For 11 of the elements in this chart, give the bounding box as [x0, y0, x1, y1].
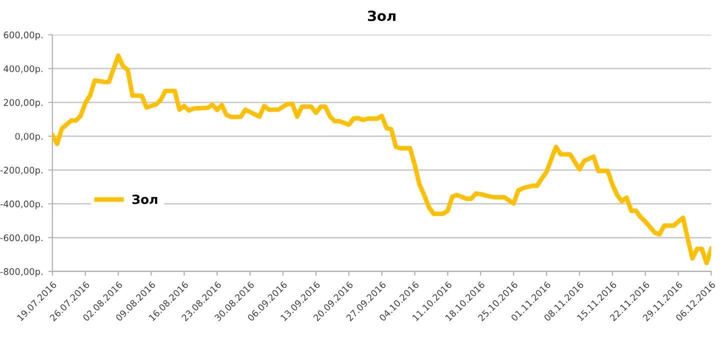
legend-label: Зол	[132, 194, 158, 204]
chart-title: Зол	[368, 10, 396, 22]
y-tick-label: -200,00р.	[0, 166, 42, 176]
y-tick-label: 200,00р.	[4, 99, 42, 108]
y-tick-label: 400,00р.	[4, 65, 42, 74]
y-tick-label: -800,00р.	[0, 268, 42, 277]
y-tick-label: -400,00р.	[0, 200, 42, 210]
y-tick-label: 0,00р.	[15, 132, 42, 142]
line-series	[52, 53, 712, 266]
y-tick-label: 600,00р.	[4, 32, 42, 40]
y-tick-label: -600,00р.	[0, 234, 42, 243]
